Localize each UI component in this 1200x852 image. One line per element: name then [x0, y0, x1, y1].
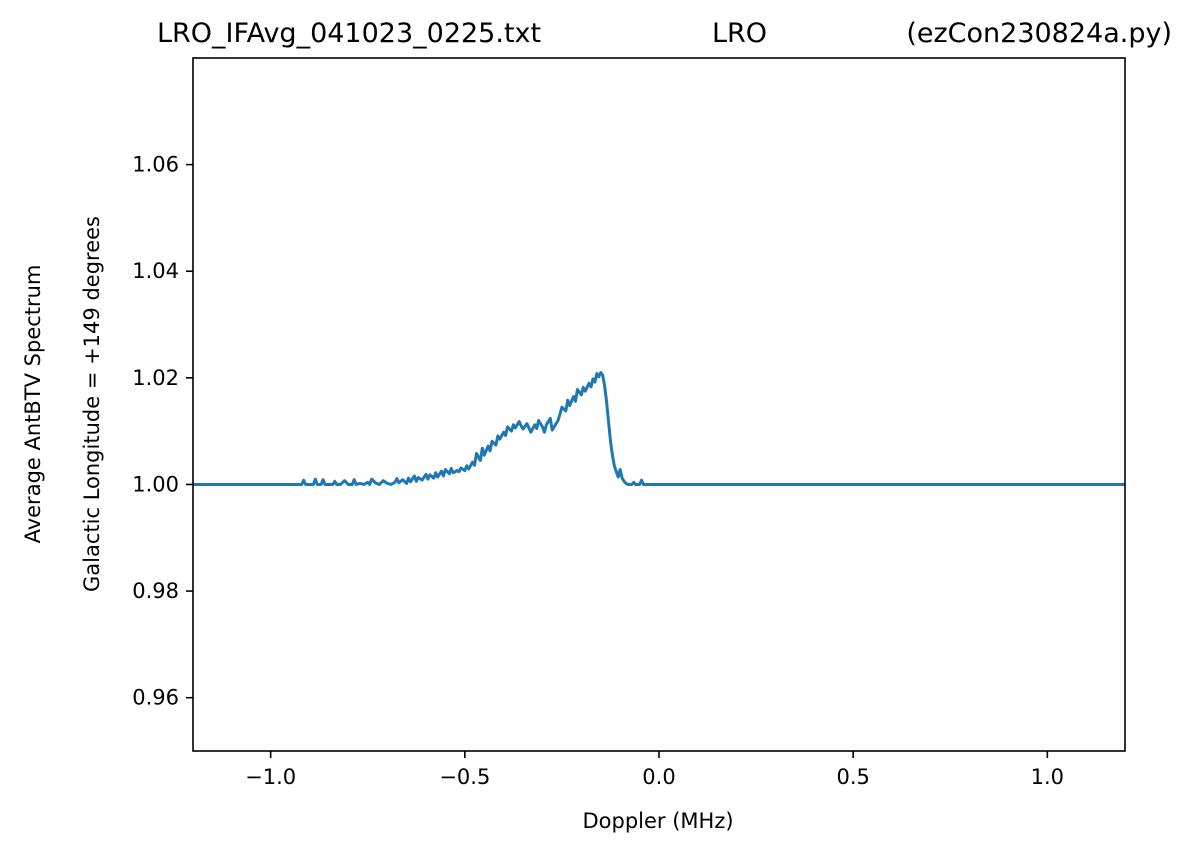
x-tick-label-0: −1.0: [245, 765, 296, 789]
y-tick-label-0: 0.96: [132, 686, 179, 710]
x-axis: −1.0 −0.5 0.0 0.5 1.0: [245, 751, 1064, 789]
x-tick-label-4: 1.0: [1031, 765, 1064, 789]
y-tick-label-5: 1.06: [132, 153, 179, 177]
y-tick-label-4: 1.04: [132, 259, 179, 283]
chart-title-station: LRO: [712, 18, 767, 49]
y-axis-label-line1: Average AntBTV Spectrum: [21, 265, 45, 544]
series-line-0: [193, 371, 1125, 486]
chart-title-script: (ezCon230824a.py): [906, 18, 1172, 49]
y-tick-label-2: 1.00: [132, 472, 179, 496]
series-layer: [193, 371, 1125, 486]
chart-title-filename: LRO_IFAvg_041023_0225.txt: [157, 18, 541, 49]
y-axis: 0.96 0.98 1.00 1.02 1.04 1.06: [132, 153, 193, 710]
x-tick-label-1: −0.5: [439, 765, 490, 789]
y-axis-label-line2: Galactic Longitude = +149 degrees: [80, 216, 104, 592]
plot-frame: [192, 57, 1126, 752]
y-tick-label-1: 0.98: [132, 579, 179, 603]
y-tick-label-3: 1.02: [132, 366, 179, 390]
x-tick-label-3: 0.5: [836, 765, 869, 789]
x-tick-label-2: 0.0: [642, 765, 675, 789]
x-axis-label: Doppler (MHz): [582, 809, 733, 833]
